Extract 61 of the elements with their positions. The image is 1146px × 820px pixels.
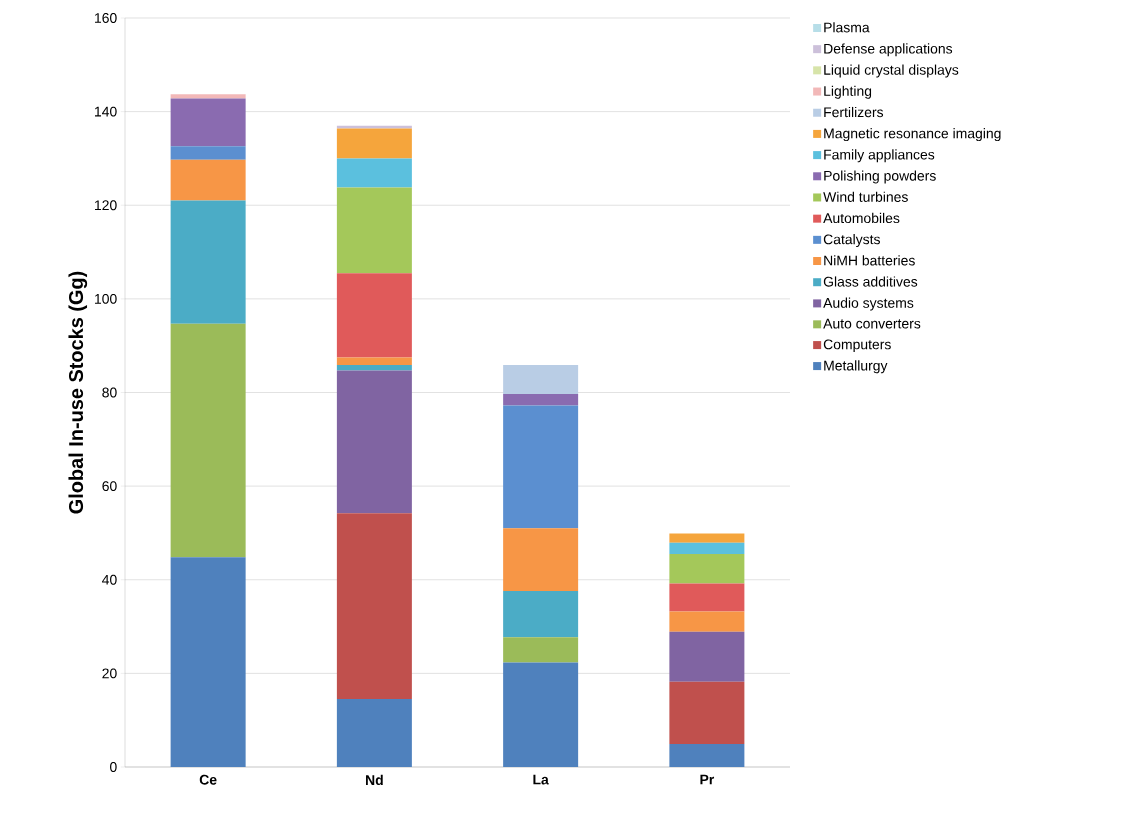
legend-label: Fertilizers	[824, 106, 884, 118]
bar	[170, 159, 246, 201]
bar	[336, 513, 412, 700]
y-tick-label: 120	[95, 200, 117, 211]
bar	[336, 699, 412, 767]
bar	[669, 611, 745, 632]
bar	[336, 128, 412, 159]
y-tick-label: 140	[95, 106, 117, 117]
y-tick-label: 60	[102, 481, 117, 492]
bar	[669, 681, 745, 745]
legend-label: Audio systems	[823, 297, 914, 311]
bar	[336, 187, 412, 274]
y-tick-label: 40	[102, 574, 117, 585]
bar	[669, 542, 745, 554]
bar	[336, 158, 412, 188]
legend-label: Metallurgy	[824, 360, 888, 374]
bar	[336, 273, 412, 358]
y-tick-label: 80	[102, 387, 117, 398]
legend-label: Wind turbines	[823, 191, 908, 202]
bar	[503, 405, 579, 529]
legend-label: Polishing powders	[824, 170, 936, 184]
bar	[170, 200, 246, 324]
x-tick-label: Nd	[366, 774, 383, 786]
legend-label: Glass additives	[823, 276, 918, 287]
bar	[170, 98, 246, 147]
x-tick-label: La	[533, 774, 549, 785]
legend-label: Magnetic resonance imaging	[824, 128, 1001, 142]
bar	[170, 146, 246, 160]
bar	[503, 528, 579, 591]
legend-label: Automobiles	[823, 212, 900, 224]
bar	[503, 364, 579, 394]
legend-label: Lighting	[824, 85, 872, 99]
bar	[336, 370, 412, 514]
y-tick-label: 20	[102, 668, 117, 679]
x-tick-label: Pr	[700, 774, 715, 785]
bar	[170, 94, 246, 99]
x-tick-label: Ce	[199, 774, 217, 785]
y-tick-label: 100	[95, 293, 117, 304]
legend-label: Catalysts	[823, 234, 880, 248]
bar	[503, 662, 579, 767]
legend-label: Plasma	[824, 22, 870, 33]
bar	[669, 583, 745, 612]
bar	[503, 590, 579, 638]
legend-label: Auto converters	[823, 318, 921, 329]
bar	[170, 323, 246, 558]
bar	[669, 533, 745, 543]
legend-label: Family appliances	[824, 149, 935, 163]
bar	[503, 393, 579, 406]
legend-label: Liquid crystal displays	[824, 64, 959, 78]
y-axis-title: Global In-use Stocks (Gg)	[68, 271, 88, 514]
bar	[336, 357, 412, 365]
legend-label: Defense applications	[824, 43, 953, 57]
legend-label: Computers	[823, 339, 891, 353]
bar	[669, 744, 745, 767]
legend-label: NiMH batteries	[824, 255, 915, 266]
bar	[669, 631, 745, 682]
y-tick-label: 0	[110, 762, 117, 772]
bar	[503, 637, 579, 663]
y-tick-label: 160	[95, 13, 117, 23]
bar	[669, 554, 745, 584]
bar	[170, 557, 246, 767]
